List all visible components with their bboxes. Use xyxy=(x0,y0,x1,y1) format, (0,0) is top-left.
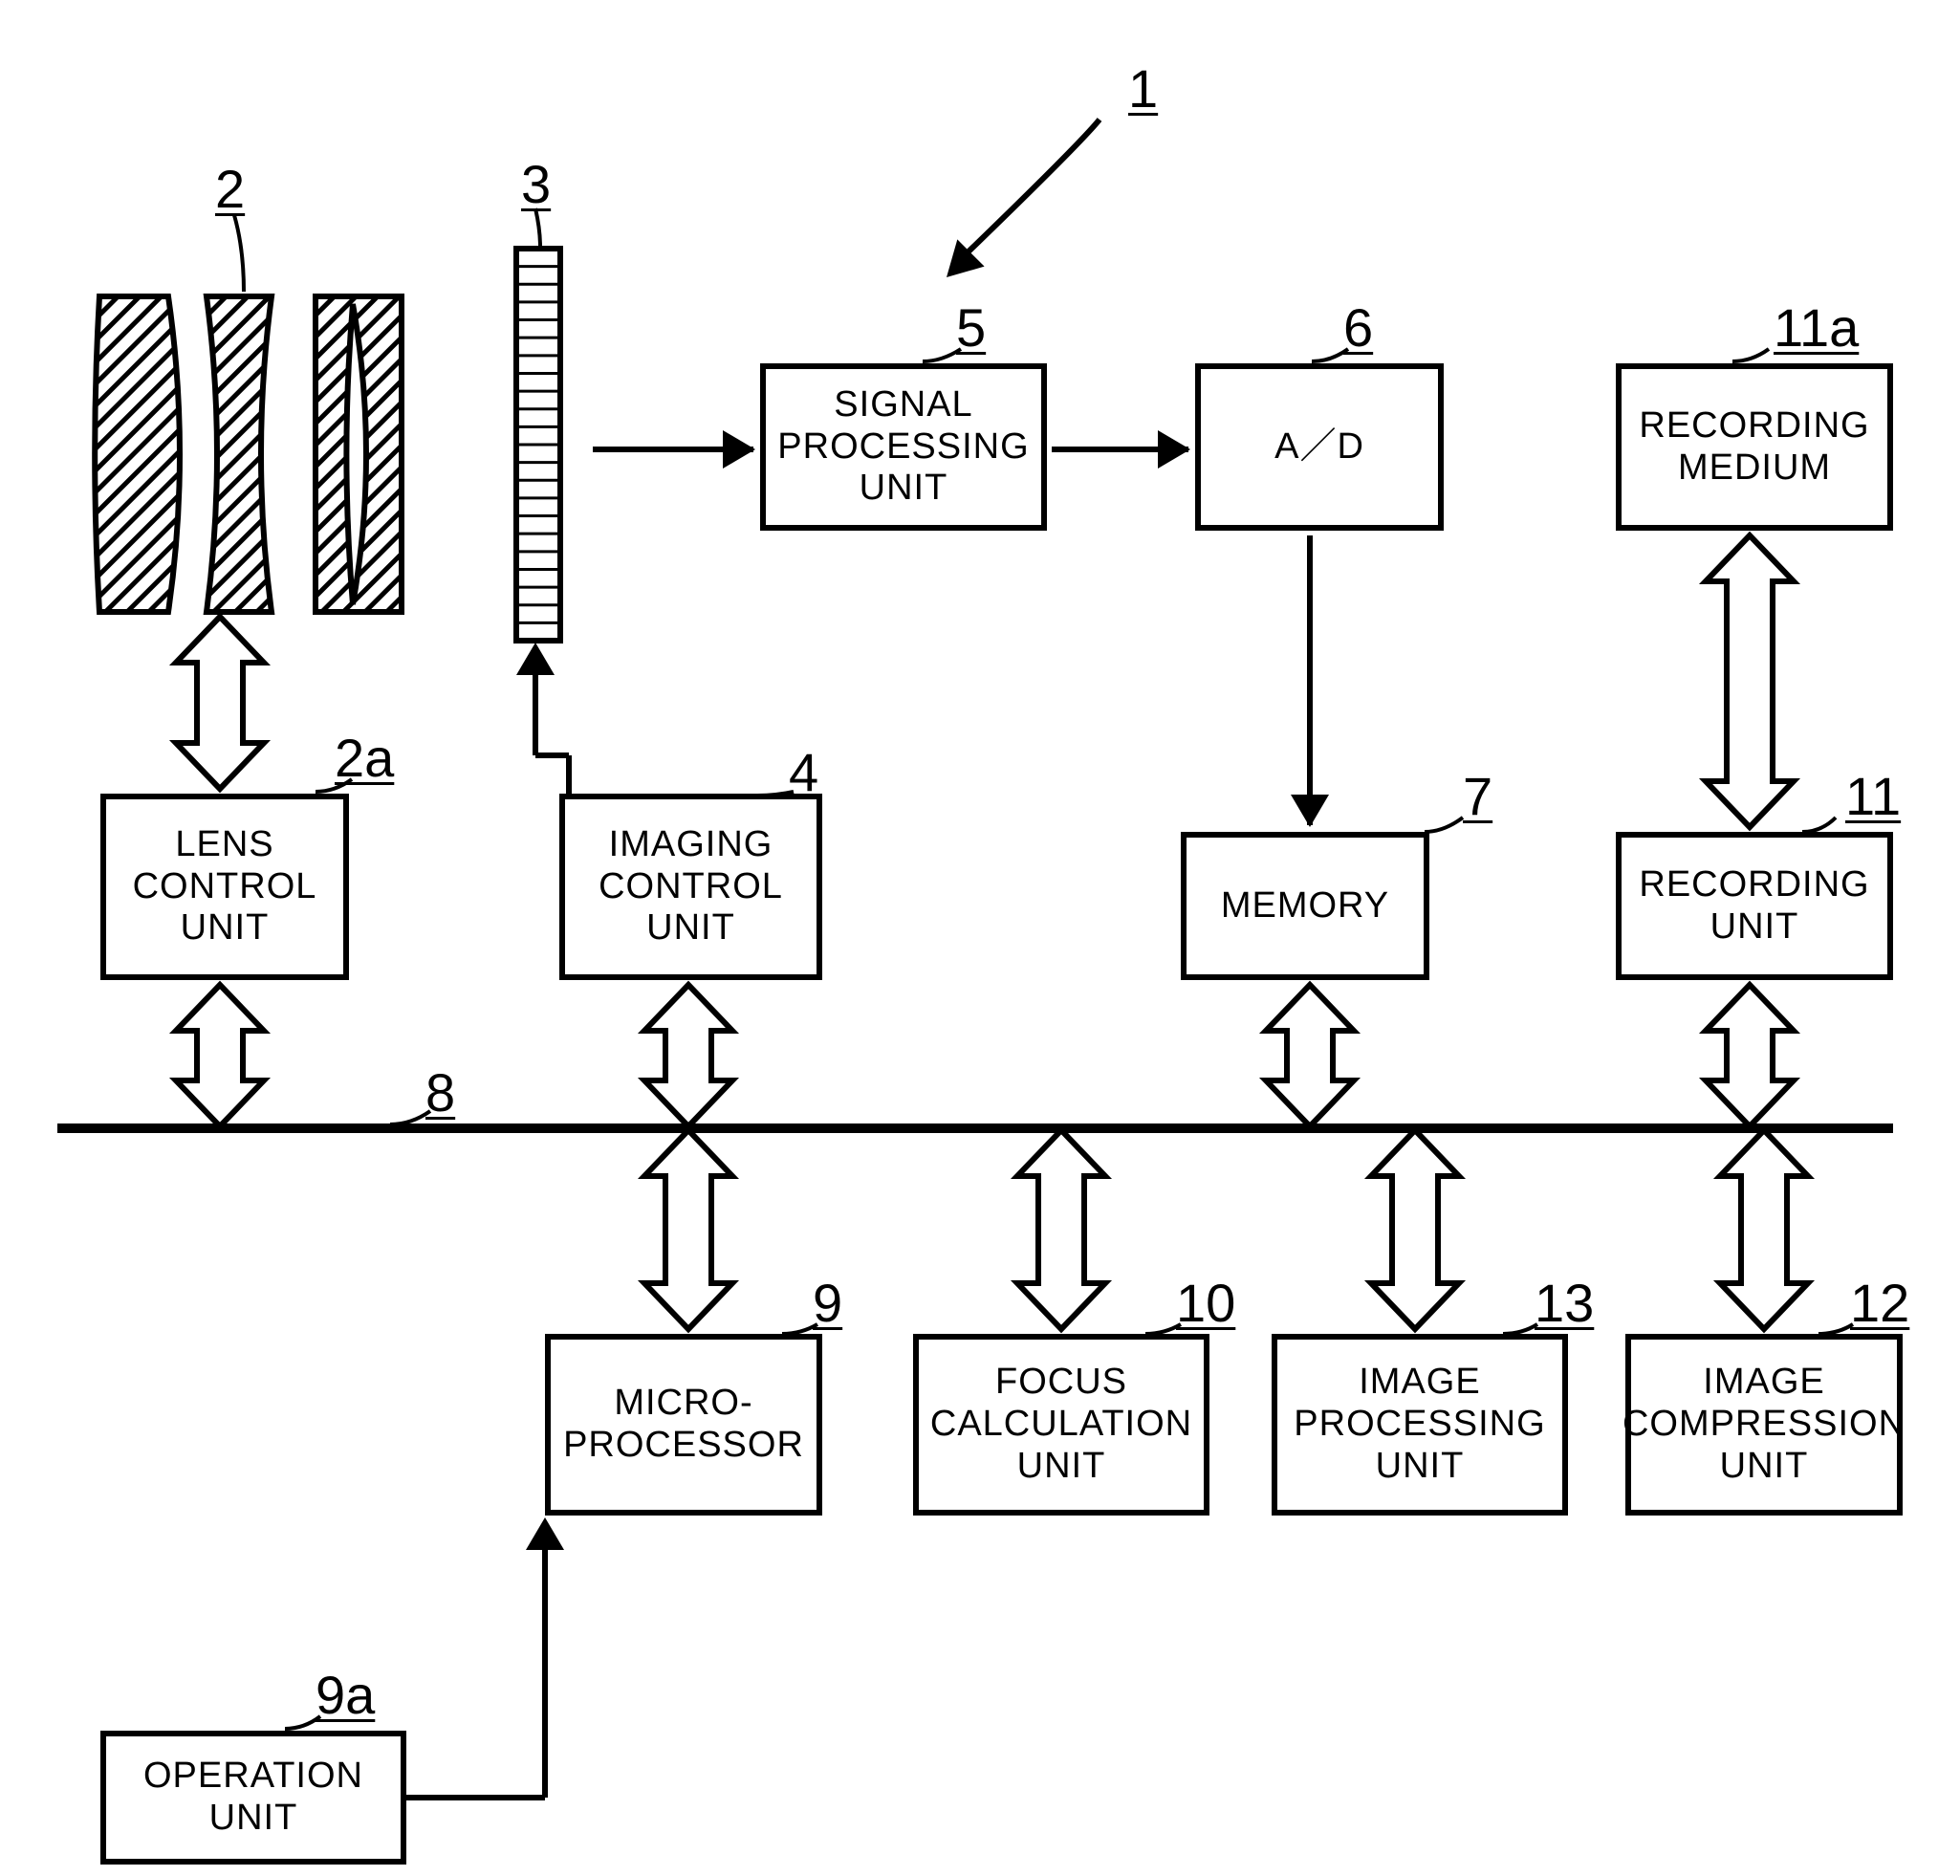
double-arrow xyxy=(1266,985,1354,1126)
diagram-root: SIGNALPROCESSINGUNITA／DRECORDINGMEDIUMLE… xyxy=(0,0,1960,1876)
ref-1-leader xyxy=(966,120,1100,254)
ref-leader xyxy=(1732,349,1769,361)
operation-to-mp-arrowhead xyxy=(526,1517,564,1550)
double-arrow xyxy=(176,985,264,1126)
ref-leader xyxy=(535,208,540,247)
ref-leader xyxy=(923,349,961,361)
ref-leader xyxy=(390,1111,430,1124)
ref-leader xyxy=(285,1716,320,1729)
double-arrow xyxy=(1720,1130,1808,1329)
ref-leader xyxy=(1503,1324,1537,1334)
ref-leader xyxy=(1425,818,1463,832)
double-arrow xyxy=(644,985,732,1126)
double-arrow xyxy=(1371,1130,1459,1329)
ref-leader xyxy=(316,779,352,792)
double-arrow xyxy=(1017,1130,1105,1329)
ref-leader xyxy=(782,1324,817,1334)
lens-element-2 xyxy=(207,296,272,612)
connections-overlay xyxy=(0,0,1960,1876)
double-arrow xyxy=(176,617,264,789)
double-arrow xyxy=(644,1130,732,1329)
ref-leader xyxy=(1312,349,1348,361)
ref-leader xyxy=(757,792,794,796)
lens-element-1 xyxy=(95,296,180,612)
sensor-control-arrowhead xyxy=(516,643,555,675)
ref-leader xyxy=(1818,1324,1853,1334)
ref-leader xyxy=(1802,818,1836,832)
double-arrow xyxy=(1706,535,1794,827)
ref-leader xyxy=(234,215,244,292)
double-arrow xyxy=(1706,985,1794,1126)
ref-leader xyxy=(1145,1324,1181,1334)
